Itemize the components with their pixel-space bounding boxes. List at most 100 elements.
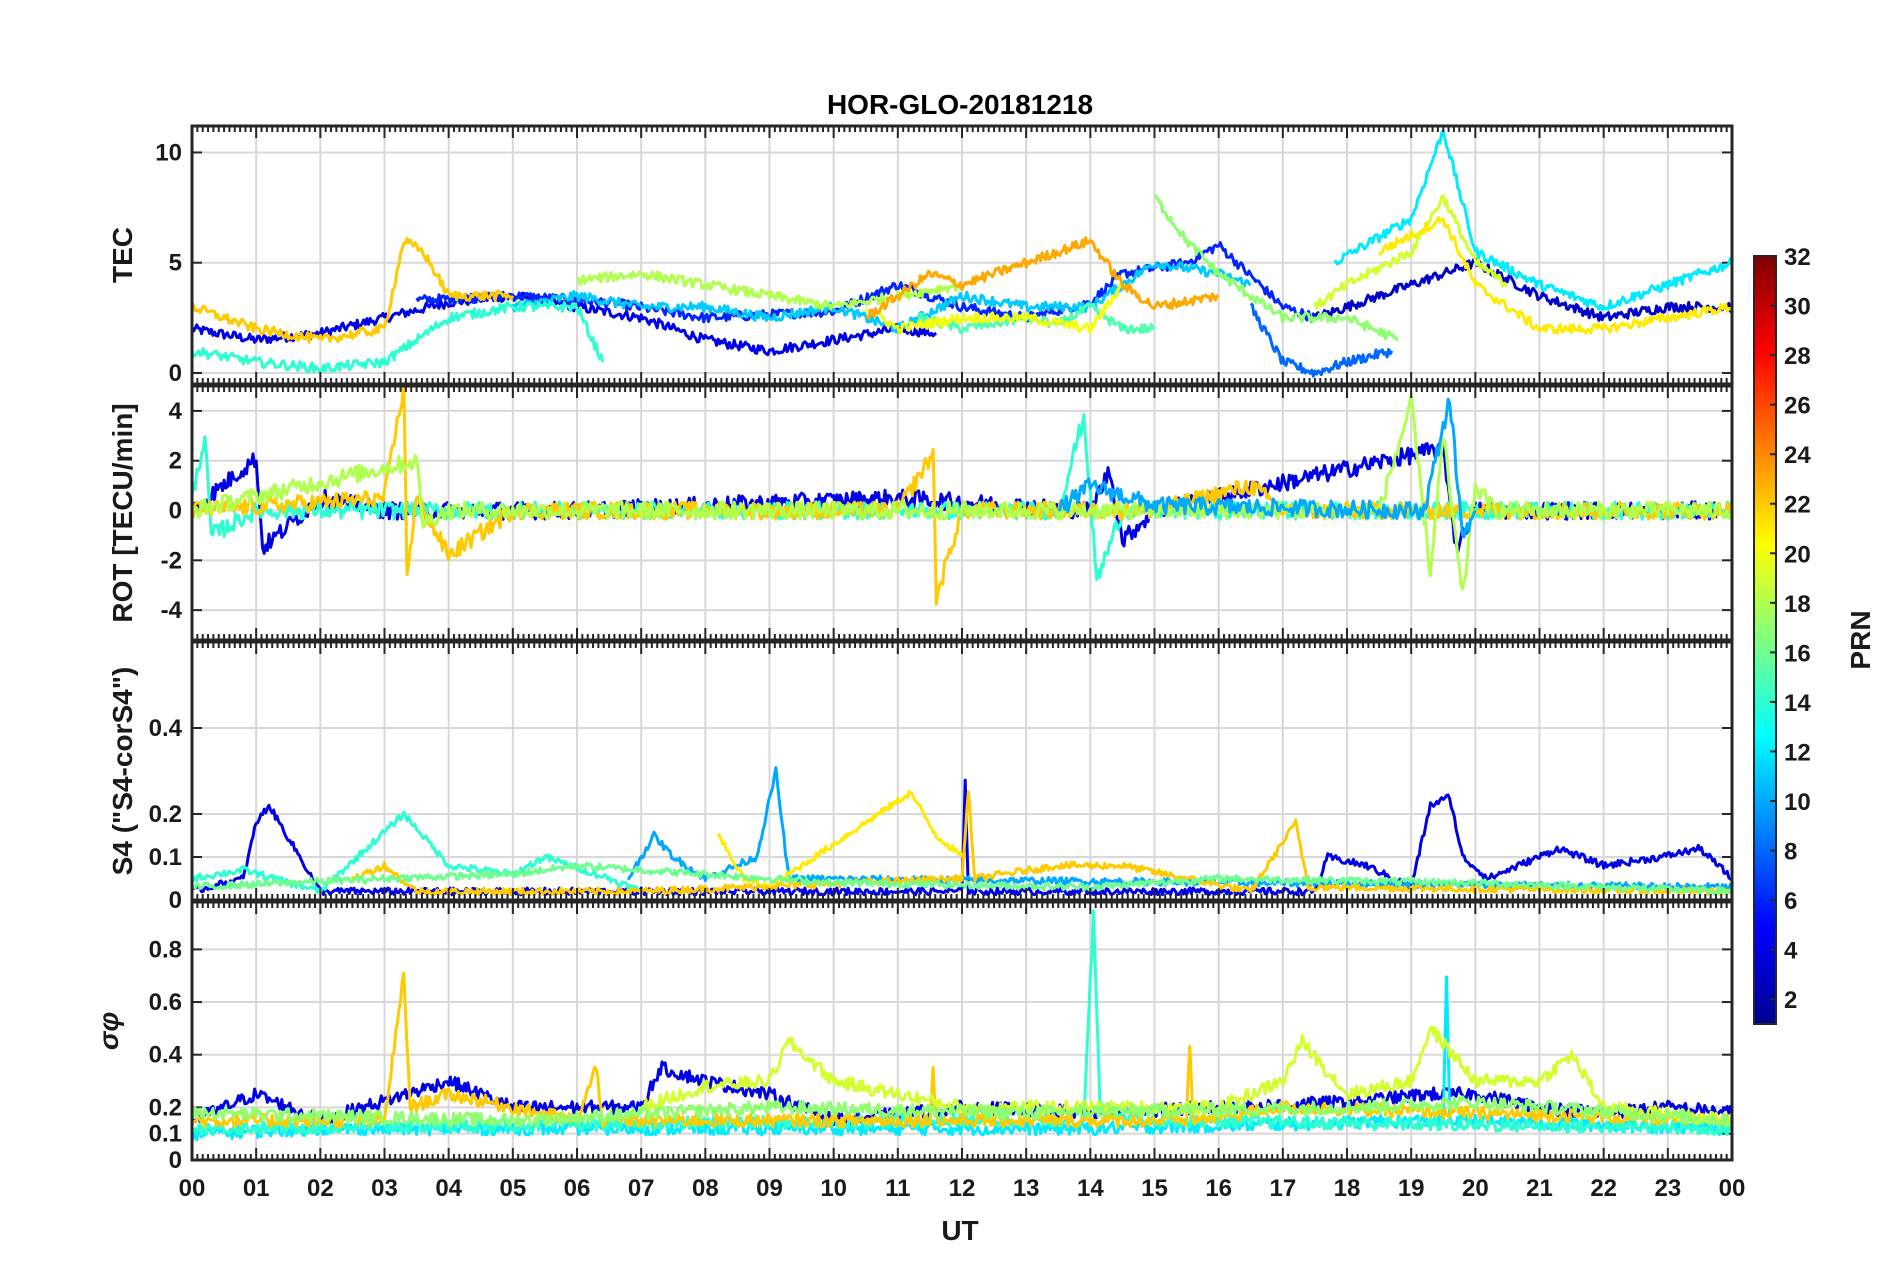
y-tick-label: 0.2	[149, 801, 182, 828]
y-tick-label: -4	[161, 597, 183, 624]
panel-tec: 0 5 10 TEC	[107, 124, 1734, 387]
panel-rot: -4 -2 0 2 4 ROT [TECU/min]	[107, 384, 1734, 642]
x-tick-label: 23	[1654, 1175, 1681, 1202]
x-tick-label: 08	[692, 1175, 719, 1202]
series-prn-17	[1153, 194, 1399, 342]
colorbar-tick-label: 12	[1784, 739, 1811, 766]
y-tick-label: 0.4	[149, 715, 183, 742]
panel-tec-frame	[190, 124, 1734, 386]
series-prn-18	[192, 393, 1732, 591]
x-tick-label: 18	[1334, 1175, 1361, 1202]
panel-sigphi-series	[192, 909, 1732, 1142]
x-tick-label: 00	[179, 1175, 206, 1202]
y-tick-label: 0.2	[149, 1094, 182, 1121]
series-prn-14	[192, 300, 605, 374]
colorbar-tick-label: 2	[1784, 987, 1797, 1014]
x-tick-label: 12	[949, 1175, 976, 1202]
x-tick-label: 10	[820, 1175, 847, 1202]
colorbar-tick-label: 20	[1784, 541, 1811, 568]
y-tick-label: 10	[155, 139, 182, 166]
colorbar-tick-label: 26	[1784, 393, 1811, 420]
x-tick-label: 07	[628, 1175, 655, 1202]
y-tick-label: -2	[161, 547, 182, 574]
y-tick-label: 0	[169, 1147, 182, 1174]
x-tick-label: 11	[885, 1175, 910, 1202]
x-tick-label: 17	[1269, 1175, 1296, 1202]
colorbar-label: PRN	[1845, 610, 1876, 669]
x-tick-label: 16	[1205, 1175, 1232, 1202]
chart-title: HOR-GLO-20181218	[827, 89, 1093, 120]
y-axis-label-rot: ROT [TECU/min]	[107, 403, 138, 622]
y-tick-label: 0.1	[149, 1121, 182, 1148]
series-prn-16	[192, 861, 1732, 896]
panel-rot-series	[192, 386, 1732, 606]
x-tick-label: 19	[1398, 1175, 1425, 1202]
y-axis-label-s4: S4 ("S4-corS4")	[107, 667, 138, 876]
panel-s4: 0 0.1 0.2 0.4 S4 ("S4-corS4")	[107, 640, 1734, 914]
series-prn-11	[511, 261, 1252, 334]
colorbar-tick-label: 16	[1784, 640, 1811, 667]
series-prn-19	[1313, 194, 1508, 310]
series-prn-22	[350, 790, 1732, 897]
colorbar-tick-label: 22	[1784, 492, 1811, 519]
colorbar-gradient	[1753, 255, 1777, 1025]
x-tick-label: 04	[435, 1175, 462, 1202]
series-prn-22	[192, 236, 515, 344]
x-tick-label: 22	[1590, 1175, 1617, 1202]
y-tick-label: 5	[169, 250, 182, 277]
y-tick-label: 0	[169, 887, 182, 914]
x-tick-label: 06	[564, 1175, 591, 1202]
panel-s4-series	[192, 766, 1732, 897]
series-prn-17	[192, 1095, 1732, 1128]
series-prn-8	[1249, 302, 1394, 378]
panel-tec-series	[192, 129, 1732, 378]
x-tick-label: 01	[243, 1175, 270, 1202]
x-tick-label: 03	[371, 1175, 398, 1202]
colorbar-tick-label: 30	[1784, 294, 1811, 321]
x-tick-label: 02	[307, 1175, 334, 1202]
y-tick-label: 0	[169, 498, 182, 525]
x-tick-label: 13	[1013, 1175, 1040, 1202]
colorbar-tick-label: 32	[1784, 244, 1811, 271]
x-tick-label: 21	[1526, 1175, 1553, 1202]
series-prn-18	[576, 270, 964, 311]
panel-s4-frame	[190, 640, 1734, 902]
x-tick-label: 00	[1719, 1175, 1746, 1202]
y-axis-label-tec: TEC	[107, 227, 138, 283]
colorbar-tick-label: 14	[1784, 690, 1811, 717]
series-prn-3	[1313, 257, 1732, 322]
panel-sigphi-frame	[190, 900, 1734, 1162]
colorbar-tick-label: 24	[1784, 442, 1811, 469]
x-tick-label: 15	[1141, 1175, 1168, 1202]
x-axis-label: UT	[941, 1215, 978, 1246]
series-prn-20	[864, 282, 1124, 335]
colorbar-tick-label: 8	[1784, 839, 1797, 866]
x-tick-label: 05	[499, 1175, 526, 1202]
y-tick-label: 4	[169, 398, 183, 425]
y-tick-label: 2	[169, 448, 182, 475]
colorbar-tick-label: 10	[1784, 789, 1811, 816]
panel-rot-frame	[190, 384, 1734, 642]
series-prn-23	[865, 236, 1219, 320]
colorbar-tick-label: 28	[1784, 343, 1811, 370]
x-tick-label: 14	[1077, 1175, 1104, 1202]
series-prn-12	[1333, 129, 1732, 311]
series-prn-21	[1377, 215, 1732, 335]
y-tick-label: 0.1	[149, 844, 182, 871]
series-prn-14	[192, 810, 642, 895]
colorbar-tick-label: 4	[1784, 938, 1798, 965]
y-axis-label-sigphi: σφ	[93, 1012, 124, 1050]
y-tick-label: 0.8	[149, 936, 182, 963]
panel-sigphi: 00.10.2 0.4 0.6 0.8 σφ	[93, 900, 1734, 1174]
y-tick-label: 0	[169, 360, 182, 387]
colorbar-tick-label: 6	[1784, 888, 1797, 915]
x-tick-label: 09	[756, 1175, 783, 1202]
series-prn-10	[1057, 397, 1477, 539]
y-tick-label: 0.6	[149, 989, 182, 1016]
x-axis-ticks: 00 01 02 03 04 05 06 07 08 09 10 11 12 13 14 15 16 17 18 19…	[179, 1175, 1746, 1202]
colorbar-tick-label: 18	[1784, 591, 1811, 618]
y-tick-label: 0.4	[149, 1042, 183, 1069]
